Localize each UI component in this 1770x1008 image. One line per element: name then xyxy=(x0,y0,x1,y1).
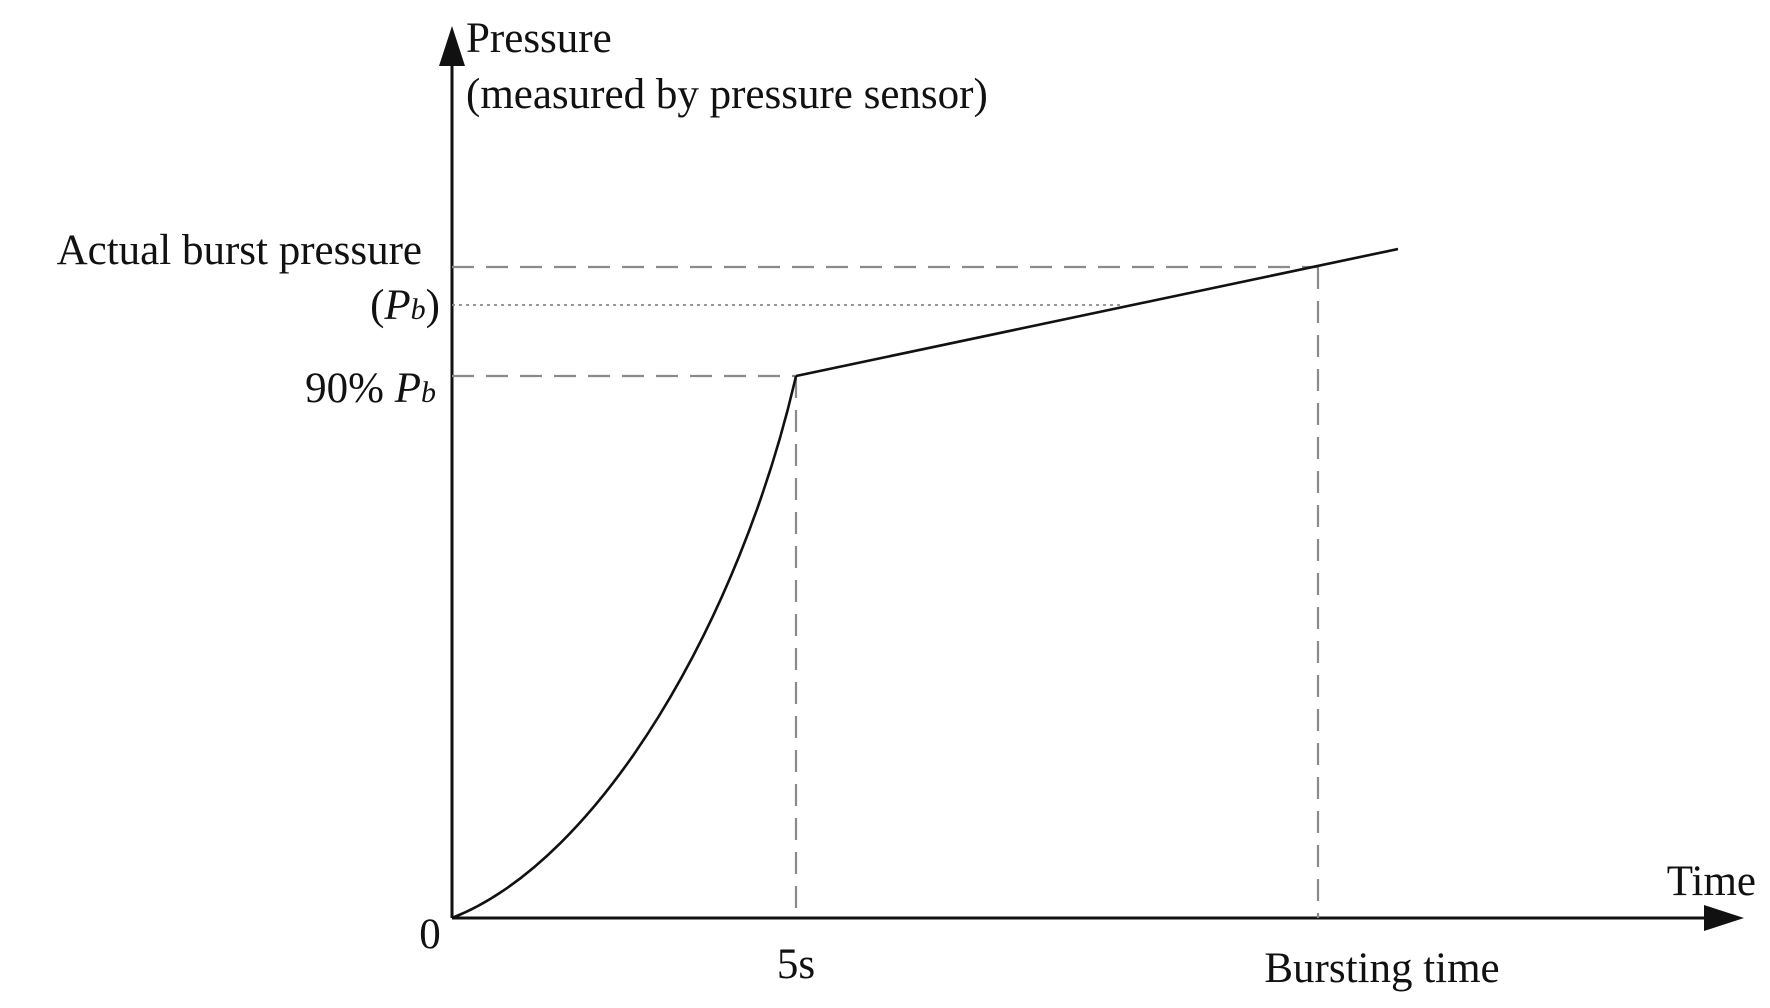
y-axis-label-line2: (measured by pressure sensor) xyxy=(466,71,988,118)
pb-label-close-paren: ) xyxy=(426,282,440,329)
y-axis-label-line1: Pressure xyxy=(466,15,612,62)
ninety-percent-subscript: b xyxy=(421,376,436,409)
actual-burst-pressure-label: Actual burst pressure xyxy=(57,227,422,274)
ninety-percent-pb-label: 90% Pb xyxy=(305,365,436,412)
ninety-percent-symbol: P xyxy=(394,365,421,412)
pressure-hold-line xyxy=(795,247,1399,378)
y-axis-arrowhead xyxy=(439,26,465,66)
origin-label: 0 xyxy=(419,911,441,958)
pb-label-open-paren: ( xyxy=(370,282,384,329)
pb-label-subscript: b xyxy=(411,293,426,326)
five-seconds-label: 5s xyxy=(777,941,815,988)
pb-label: (Pb) xyxy=(370,282,440,329)
ninety-percent-prefix: 90% xyxy=(305,365,395,412)
y-axis-label: Pressure (measured by pressure sensor) xyxy=(466,15,988,118)
x-axis-arrowhead xyxy=(1704,905,1744,931)
x-axis-label: Time xyxy=(1667,858,1756,905)
bursting-time-label: Bursting time xyxy=(1264,945,1499,992)
pressure-rise-curve xyxy=(451,375,798,920)
pb-label-symbol: P xyxy=(383,282,410,329)
